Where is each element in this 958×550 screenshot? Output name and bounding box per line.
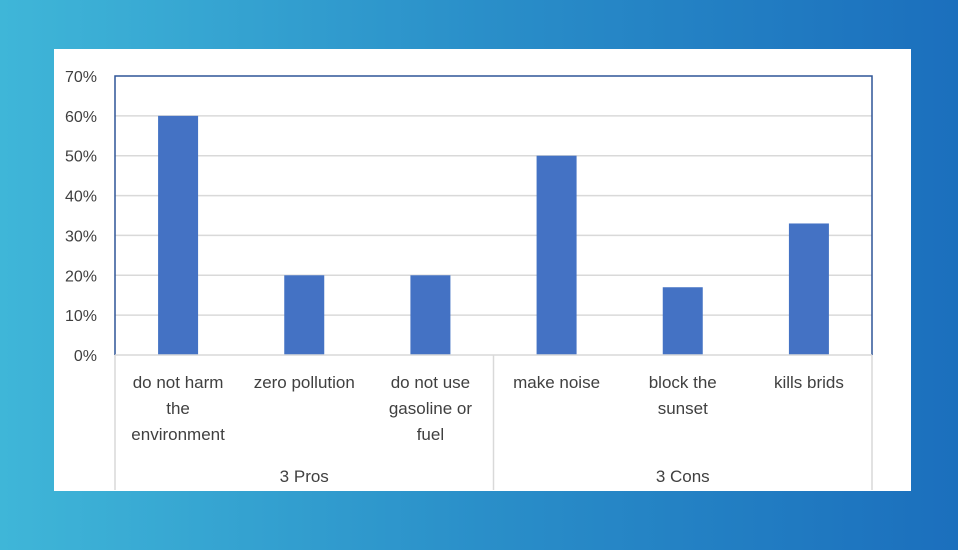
x-tick-label-line: block the [649,373,717,392]
y-tick-label: 50% [65,149,97,166]
group-label: 3 Cons [656,467,710,486]
bar [158,115,199,355]
y-tick-label: 70% [65,69,97,86]
x-tick-label-line: make noise [513,373,600,392]
x-tick-label-line: kills brids [774,373,844,392]
x-tick-label: zero pollution [254,373,355,392]
x-tick-label-line: the [166,399,190,418]
bar [410,275,451,355]
x-tick-label: make noise [513,373,600,392]
bar [284,275,325,355]
group-label: 3 Pros [280,467,329,486]
x-tick-label-line: environment [131,425,225,444]
x-tick-label-line: do not use [391,373,470,392]
y-tick-label: 0% [74,348,97,365]
y-tick-label: 60% [65,109,97,126]
y-tick-label: 20% [65,268,97,285]
plot-border [114,75,873,355]
y-tick-label: 30% [65,228,97,245]
y-tick-label: 40% [65,189,97,206]
x-tick-label-line: zero pollution [254,373,355,392]
x-tick-label: do not use gasoline or fuel [389,373,473,444]
y-tick-label: 10% [65,308,97,325]
x-tick-label-line: do not harm [133,373,224,392]
bar [662,287,703,355]
x-tick-label: do not harm the environment [131,373,225,444]
bar [536,155,577,355]
bar [788,223,829,355]
x-tick-label-line: gasoline or [389,399,473,418]
x-tick-label-line: fuel [417,425,444,444]
x-tick-label: kills brids [774,373,844,392]
x-tick-label: block the sunset [649,373,717,418]
x-tick-label-line: sunset [658,399,708,418]
